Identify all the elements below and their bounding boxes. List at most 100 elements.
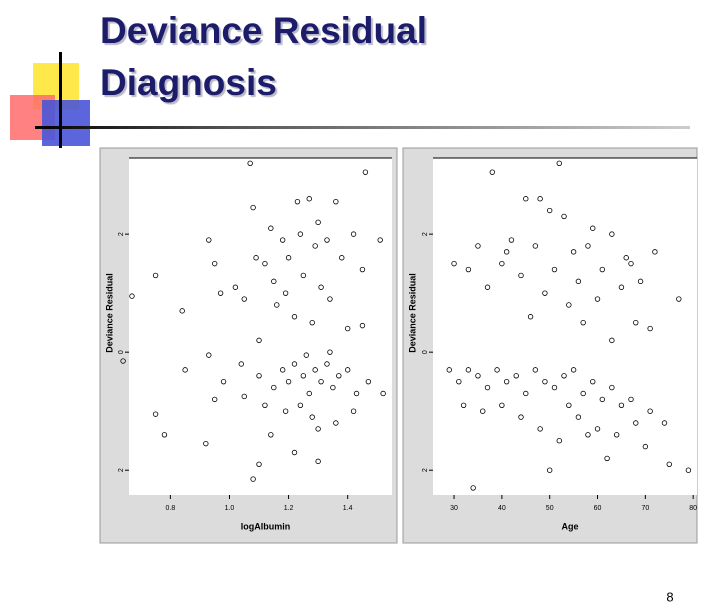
deco-blue — [42, 100, 90, 146]
y-tick-label: 2 — [118, 468, 125, 472]
point — [330, 384, 336, 391]
point — [499, 402, 505, 408]
point — [324, 237, 330, 243]
point — [508, 237, 515, 243]
point — [556, 438, 562, 444]
point — [585, 432, 591, 438]
point — [241, 296, 247, 302]
point — [312, 367, 318, 373]
plot-area — [433, 158, 697, 495]
point — [575, 278, 582, 285]
point — [633, 319, 639, 326]
y-tick-label: 2 — [118, 232, 125, 236]
point — [470, 485, 476, 491]
point — [333, 198, 339, 205]
point — [306, 196, 312, 202]
point — [220, 378, 227, 385]
point — [309, 414, 315, 420]
point — [324, 361, 330, 367]
point — [503, 249, 510, 255]
point — [594, 426, 601, 432]
x-tick-label: 40 — [498, 505, 506, 512]
point — [556, 160, 562, 167]
x-tick-label: 30 — [450, 505, 458, 512]
point — [120, 358, 126, 364]
point — [291, 361, 298, 367]
point — [551, 266, 558, 273]
y-tick-label: 2 — [422, 468, 429, 472]
point — [527, 314, 534, 320]
point — [494, 367, 500, 373]
point — [350, 231, 357, 237]
point — [585, 243, 591, 249]
point — [575, 414, 582, 420]
point — [503, 378, 510, 385]
plots: 0.8 1.0 1.2 1.4 2 0 2 logAlbumin Deviance Residu… — [99, 147, 698, 544]
point — [300, 373, 307, 379]
point — [609, 231, 615, 237]
point — [203, 440, 209, 447]
point — [566, 402, 572, 408]
point — [460, 402, 467, 408]
point — [523, 196, 529, 202]
point — [306, 390, 312, 397]
point — [312, 243, 318, 249]
x-axis-label: Age — [561, 521, 578, 531]
point — [537, 426, 543, 432]
x-tick-label: 1.4 — [343, 505, 353, 512]
point — [513, 373, 519, 379]
point — [609, 337, 615, 344]
point — [537, 196, 543, 202]
point — [451, 260, 457, 267]
point — [250, 476, 256, 482]
point — [465, 266, 472, 273]
point — [271, 278, 277, 285]
point — [465, 367, 472, 373]
point — [182, 367, 188, 373]
point — [211, 396, 218, 403]
point — [152, 272, 159, 279]
point — [315, 219, 321, 226]
point — [161, 432, 168, 438]
point — [628, 260, 634, 267]
x-tick-label: 0.8 — [166, 505, 176, 512]
point — [561, 213, 567, 220]
point — [339, 255, 345, 261]
plot-area — [129, 158, 392, 495]
point — [238, 361, 244, 367]
point — [344, 325, 351, 332]
point — [129, 293, 135, 299]
point — [327, 349, 333, 355]
deco-rule — [35, 126, 690, 129]
deco-vline — [59, 52, 62, 148]
point — [546, 207, 553, 214]
title-line: Deviance Residual — [100, 10, 427, 51]
point — [285, 378, 292, 385]
point — [532, 243, 539, 249]
point — [279, 237, 286, 243]
point — [300, 272, 307, 279]
point — [256, 461, 262, 468]
point — [359, 322, 366, 329]
y-axis-label: Deviance Residual — [104, 273, 114, 353]
point — [282, 408, 289, 414]
point — [344, 367, 351, 373]
point — [247, 160, 253, 167]
point — [518, 272, 524, 279]
point — [676, 296, 682, 302]
y-tick-label: 0 — [118, 350, 125, 354]
page-number: 8 — [666, 589, 673, 604]
point — [291, 314, 298, 320]
point — [359, 266, 366, 273]
point — [256, 337, 262, 344]
point — [647, 408, 653, 414]
point — [637, 278, 644, 285]
point — [262, 402, 268, 408]
point — [250, 204, 256, 211]
point — [633, 420, 639, 426]
point — [623, 255, 629, 261]
point — [318, 378, 324, 385]
point — [570, 249, 577, 255]
point — [652, 249, 658, 255]
